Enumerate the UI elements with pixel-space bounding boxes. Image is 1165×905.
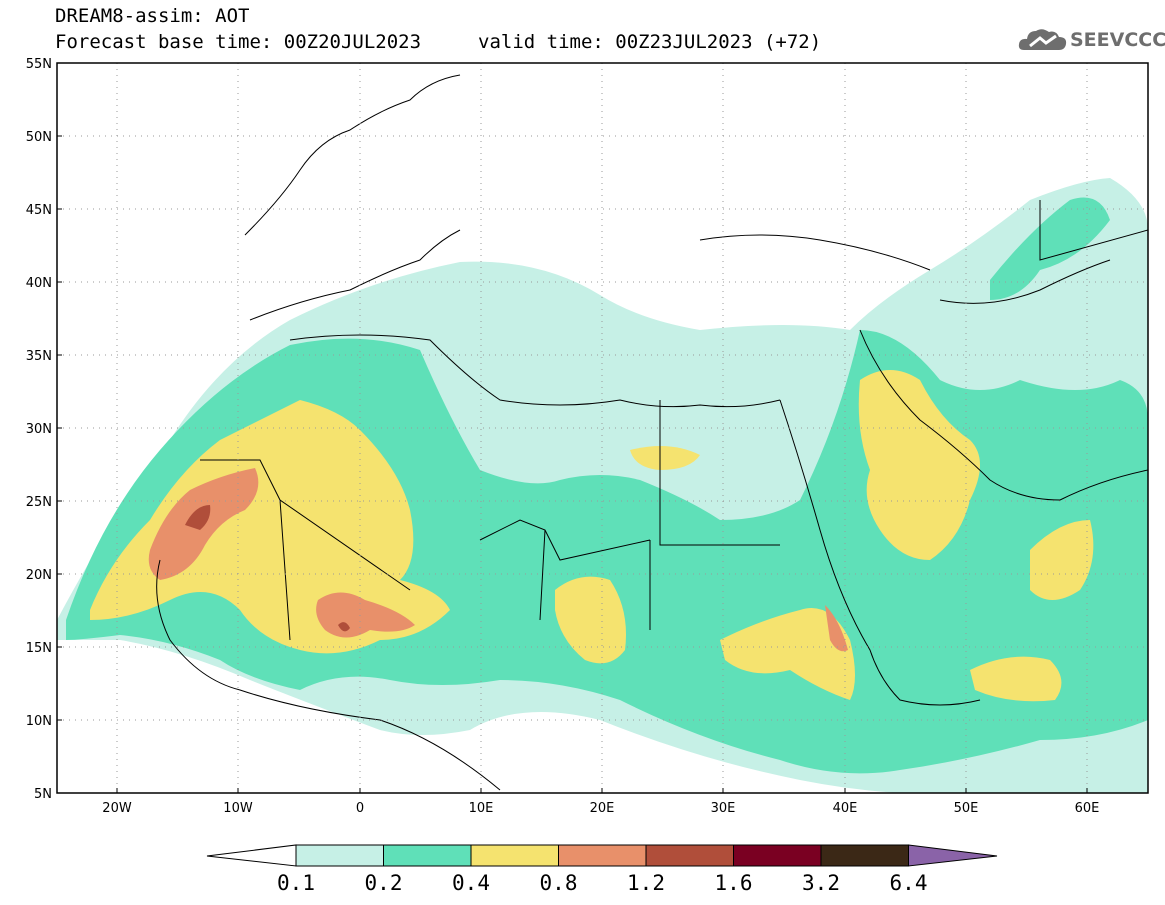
forecast-base-time: Forecast base time: 00Z20JUL2023 (55, 31, 422, 53)
colorbar (206, 844, 998, 867)
aot-contour-0.4 (720, 608, 855, 700)
lon-label: 50E (954, 801, 979, 816)
lat-label: 50N (26, 130, 52, 145)
lon-label: 60E (1075, 801, 1100, 816)
lat-label: 40N (26, 276, 52, 291)
aot-contour-1.2 (185, 505, 211, 530)
aot-field (57, 178, 1148, 793)
colorbar-segment (908, 844, 998, 867)
map-title: DREAM8-assim: AOT (55, 5, 250, 27)
lon-label: 10E (469, 801, 494, 816)
lon-label: 40E (833, 801, 858, 816)
lat-label: 25N (26, 495, 52, 510)
lat-label: 5N (34, 787, 52, 802)
colorbar-segment (295, 844, 384, 867)
lon-label: 20E (590, 801, 615, 816)
aot-contour-0.4 (90, 400, 450, 654)
lon-label: 10W (223, 801, 253, 816)
colorbar-segment (733, 844, 822, 867)
colorbar-segment (558, 844, 647, 867)
colorbar-segment (206, 844, 297, 867)
aot-contour-0.4 (970, 656, 1062, 702)
colorbar-segment (820, 844, 909, 867)
colorbar-label: 3.2 (802, 871, 840, 895)
lon-label: 20W (102, 801, 132, 816)
lat-label: 30N (26, 422, 52, 437)
lon-label: 30E (711, 801, 736, 816)
aot-contour-0.2 (990, 197, 1110, 300)
aot-contour-0.4 (1030, 520, 1094, 600)
colorbar-segment (383, 844, 472, 867)
lat-label: 45N (26, 203, 52, 218)
colorbar-label: 0.1 (277, 871, 315, 895)
cloud-icon (1018, 29, 1067, 50)
colorbar-segment (645, 844, 734, 867)
colorbar-segment (470, 844, 559, 867)
lat-label: 35N (26, 349, 52, 364)
lon-label: 0 (356, 801, 364, 816)
valid-time: valid time: 00Z23JUL2023 (+72) (478, 31, 822, 53)
colorbar-label: 1.6 (715, 871, 753, 895)
colorbar-label: 0.4 (452, 871, 490, 895)
coastlines (156, 74, 1148, 791)
aot-contour-0.8 (825, 605, 848, 652)
logo-text: SEEVCCC (1070, 29, 1165, 51)
axis-ticks (57, 62, 1088, 793)
colorbar-label: 6.4 (890, 871, 928, 895)
aot-contour-1.2 (338, 622, 350, 632)
lat-label: 15N (26, 641, 52, 656)
seevccc-logo: SEEVCCC (1018, 24, 1165, 54)
lat-label: 10N (26, 714, 52, 729)
colorbar-label: 0.8 (540, 871, 578, 895)
aot-contour-0.4 (555, 576, 626, 664)
aot-contour-0.4 (630, 446, 700, 470)
lat-label: 20N (26, 568, 52, 583)
colorbar-label: 0.2 (365, 871, 403, 895)
lat-label: 55N (26, 57, 52, 72)
aot-contour-0.4 (858, 370, 980, 560)
colorbar-label: 1.2 (627, 871, 665, 895)
